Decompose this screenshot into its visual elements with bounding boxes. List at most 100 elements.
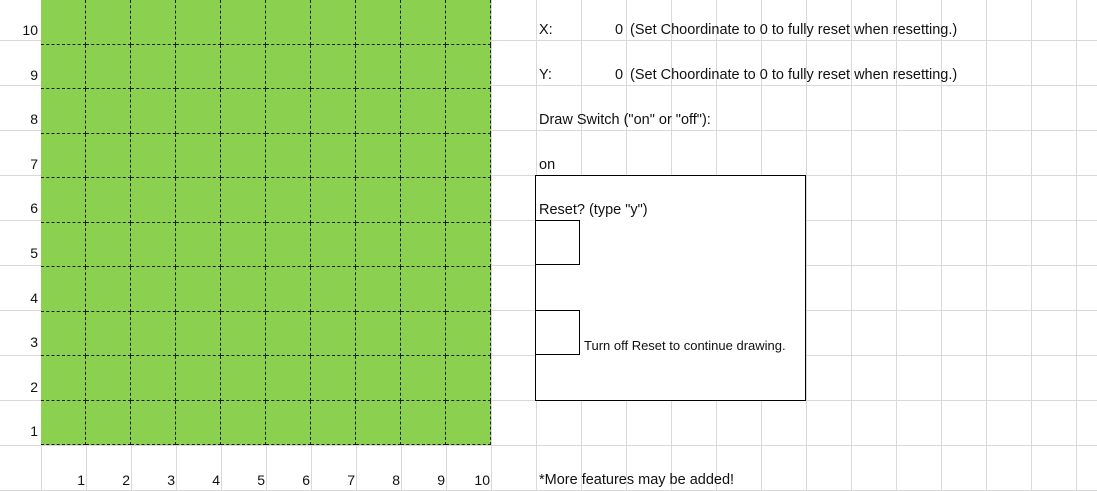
pixel-cell[interactable] [446, 178, 491, 223]
pixel-cell[interactable] [221, 44, 266, 89]
pixel-cell[interactable] [446, 89, 491, 134]
pixel-cell[interactable] [221, 267, 266, 312]
pixel-cell[interactable] [446, 222, 491, 267]
reset-input[interactable] [535, 220, 580, 265]
pixel-cell[interactable] [176, 356, 221, 401]
pixel-cell[interactable] [401, 400, 446, 445]
pixel-cell[interactable] [401, 222, 446, 267]
pixel-cell[interactable] [311, 178, 356, 223]
pixel-cell[interactable] [311, 133, 356, 178]
pixel-canvas[interactable] [41, 0, 491, 445]
pixel-cell[interactable] [131, 311, 176, 356]
pixel-cell[interactable] [266, 44, 311, 89]
pixel-cell[interactable] [131, 0, 176, 45]
pixel-cell[interactable] [176, 44, 221, 89]
pixel-cell[interactable] [401, 178, 446, 223]
pixel-cell[interactable] [41, 0, 86, 45]
pixel-cell[interactable] [41, 267, 86, 312]
pixel-cell[interactable] [131, 44, 176, 89]
pixel-cell[interactable] [356, 356, 401, 401]
pixel-cell[interactable] [266, 311, 311, 356]
pixel-cell[interactable] [176, 267, 221, 312]
pixel-cell[interactable] [221, 356, 266, 401]
pixel-cell[interactable] [86, 311, 131, 356]
pixel-cell[interactable] [266, 133, 311, 178]
y-coordinate-input[interactable]: 0 [615, 67, 624, 83]
pixel-cell[interactable] [176, 400, 221, 445]
pixel-cell[interactable] [401, 133, 446, 178]
pixel-cell[interactable] [131, 222, 176, 267]
pixel-cell[interactable] [311, 311, 356, 356]
pixel-cell[interactable] [131, 178, 176, 223]
pixel-cell[interactable] [311, 356, 356, 401]
pixel-cell[interactable] [311, 89, 356, 134]
pixel-cell[interactable] [176, 133, 221, 178]
pixel-cell[interactable] [86, 44, 131, 89]
pixel-cell[interactable] [266, 89, 311, 134]
pixel-cell[interactable] [356, 222, 401, 267]
pixel-cell[interactable] [446, 400, 491, 445]
pixel-cell[interactable] [401, 89, 446, 134]
pixel-cell[interactable] [356, 0, 401, 45]
pixel-cell[interactable] [221, 133, 266, 178]
pixel-cell[interactable] [86, 133, 131, 178]
pixel-cell[interactable] [311, 400, 356, 445]
pixel-cell[interactable] [176, 222, 221, 267]
pixel-cell[interactable] [41, 311, 86, 356]
pixel-cell[interactable] [401, 356, 446, 401]
pixel-cell[interactable] [356, 89, 401, 134]
pixel-cell[interactable] [446, 0, 491, 45]
pixel-cell[interactable] [86, 267, 131, 312]
pixel-cell[interactable] [41, 356, 86, 401]
pixel-cell[interactable] [221, 89, 266, 134]
pixel-cell[interactable] [221, 400, 266, 445]
pixel-cell[interactable] [401, 0, 446, 45]
pixel-cell[interactable] [446, 133, 491, 178]
pixel-cell[interactable] [356, 44, 401, 89]
pixel-cell[interactable] [266, 267, 311, 312]
pixel-cell[interactable] [41, 400, 86, 445]
pixel-cell[interactable] [356, 178, 401, 223]
pixel-cell[interactable] [356, 267, 401, 312]
x-coordinate-input[interactable]: 0 [615, 22, 624, 38]
pixel-cell[interactable] [41, 178, 86, 223]
pixel-cell[interactable] [266, 222, 311, 267]
pixel-cell[interactable] [446, 267, 491, 312]
pixel-cell[interactable] [176, 0, 221, 45]
pixel-cell[interactable] [41, 44, 86, 89]
pixel-cell[interactable] [86, 89, 131, 134]
pixel-cell[interactable] [176, 178, 221, 223]
pixel-cell[interactable] [221, 0, 266, 45]
pixel-cell[interactable] [266, 356, 311, 401]
pixel-cell[interactable] [131, 400, 176, 445]
pixel-cell[interactable] [131, 267, 176, 312]
pixel-cell[interactable] [86, 178, 131, 223]
pixel-cell[interactable] [446, 44, 491, 89]
pixel-cell[interactable] [221, 178, 266, 223]
pixel-cell[interactable] [86, 356, 131, 401]
pixel-cell[interactable] [446, 311, 491, 356]
pixel-cell[interactable] [446, 356, 491, 401]
pixel-cell[interactable] [131, 133, 176, 178]
pixel-cell[interactable] [221, 311, 266, 356]
pixel-cell[interactable] [41, 222, 86, 267]
draw-switch-input[interactable]: on [539, 157, 556, 173]
pixel-cell[interactable] [401, 44, 446, 89]
pixel-cell[interactable] [86, 222, 131, 267]
pixel-cell[interactable] [86, 0, 131, 45]
pixel-cell[interactable] [41, 89, 86, 134]
pixel-cell[interactable] [311, 267, 356, 312]
pixel-cell[interactable] [176, 89, 221, 134]
pixel-cell[interactable] [401, 267, 446, 312]
pixel-cell[interactable] [356, 311, 401, 356]
pixel-cell[interactable] [311, 222, 356, 267]
pixel-cell[interactable] [266, 178, 311, 223]
pixel-cell[interactable] [176, 311, 221, 356]
pixel-cell[interactable] [131, 89, 176, 134]
pixel-cell[interactable] [266, 400, 311, 445]
pixel-cell[interactable] [266, 0, 311, 45]
pixel-cell[interactable] [356, 400, 401, 445]
pixel-cell[interactable] [86, 400, 131, 445]
pixel-cell[interactable] [221, 222, 266, 267]
pixel-cell[interactable] [131, 356, 176, 401]
